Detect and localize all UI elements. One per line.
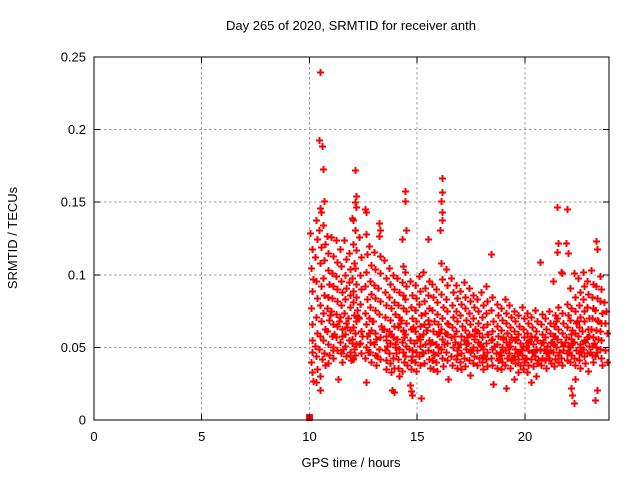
y-tick-label: 0.25 <box>61 50 86 65</box>
tick-marks <box>93 56 609 421</box>
x-tick-label: 20 <box>518 429 532 444</box>
tick-labels: 0 5 10 15 20 0 0.05 0.1 0.15 0.2 0.25 <box>61 50 533 445</box>
y-tick-label: 0 <box>79 413 86 428</box>
x-tick-label: 5 <box>198 429 205 444</box>
x-tick-label: 10 <box>302 429 316 444</box>
x-tick-label: 15 <box>410 429 424 444</box>
y-tick-label: 0.15 <box>61 195 86 210</box>
y-tick-label: 0.1 <box>68 267 86 282</box>
data-points-layer <box>305 69 611 421</box>
chart-title: Day 265 of 2020, SRMTID for receiver ant… <box>226 18 476 33</box>
data-points <box>307 69 611 407</box>
x-tick-label: 0 <box>90 429 97 444</box>
grid-path <box>94 57 609 420</box>
y-axis-label: SRMTID / TECUs <box>5 186 20 289</box>
axes-and-ticks <box>93 56 610 421</box>
y-tick-label: 0.2 <box>68 122 86 137</box>
x-axis-label: GPS time / hours <box>302 455 401 470</box>
plot-border <box>93 56 610 421</box>
y-tick-label: 0.05 <box>61 340 86 355</box>
gridlines <box>94 57 609 420</box>
